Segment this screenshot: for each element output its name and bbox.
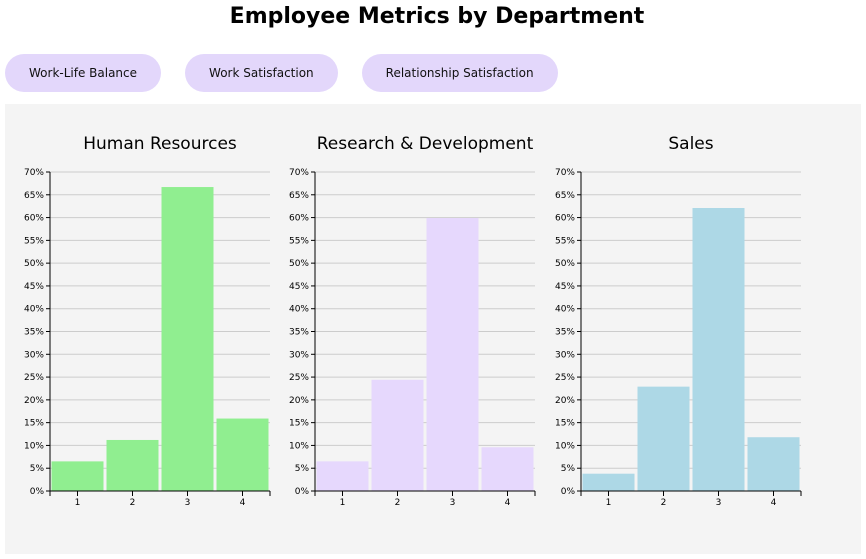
y-tick-label: 55% — [555, 236, 575, 246]
chart-1: Research & Development 0% 5% 10% 15% 20% 25% 30… — [289, 134, 536, 508]
bar[interactable] — [106, 439, 159, 491]
x-tick-label: 2 — [661, 498, 667, 508]
subplot-title: Sales — [668, 134, 713, 154]
y-tick-label: 25% — [289, 373, 309, 383]
x-tick-label: 1 — [340, 498, 346, 508]
subplot-title: Human Resources — [83, 134, 237, 154]
y-tick-label: 60% — [289, 214, 309, 224]
x-tick-label: 3 — [450, 498, 456, 508]
x-tick-label: 1 — [606, 498, 612, 508]
bar[interactable] — [51, 461, 104, 491]
y-tick-label: 65% — [24, 191, 44, 201]
y-tick-label: 25% — [555, 373, 575, 383]
bar[interactable] — [216, 418, 269, 491]
bar[interactable] — [481, 447, 534, 491]
y-tick-label: 70% — [289, 168, 309, 178]
y-tick-label: 55% — [24, 236, 44, 246]
y-tick-label: 20% — [24, 396, 44, 406]
y-tick-label: 70% — [24, 168, 44, 178]
bar[interactable] — [161, 187, 214, 491]
x-tick-label: 3 — [716, 498, 722, 508]
y-tick-label: 50% — [24, 259, 44, 269]
y-tick-label: 5% — [561, 464, 576, 474]
charts-panel: Human Resources 0% 5% 10% 15% 20% 25% 30% 35% 40%… — [5, 104, 861, 554]
y-tick-label: 5% — [295, 464, 310, 474]
y-tick-label: 15% — [555, 419, 575, 429]
y-tick-label: 35% — [24, 328, 44, 338]
department-charts: Human Resources0%5%10%15%20%25%30%35%40%… — [24, 134, 802, 508]
y-tick-label: 10% — [24, 441, 44, 451]
x-tick-label: 2 — [395, 498, 401, 508]
relationship-satisfaction-button[interactable]: Relationship Satisfaction — [361, 54, 558, 92]
y-tick-label: 15% — [24, 419, 44, 429]
y-tick-label: 30% — [289, 350, 309, 360]
y-tick-label: 30% — [24, 350, 44, 360]
y-tick-label: 10% — [555, 441, 575, 451]
y-tick-label: 60% — [24, 214, 44, 224]
y-tick-label: 50% — [289, 259, 309, 269]
y-tick-label: 20% — [555, 396, 575, 406]
y-tick-label: 50% — [555, 259, 575, 269]
chart-0: Human Resources 0% 5% 10% 15% 20% 25% 30% 35% 40%… — [24, 134, 271, 508]
y-tick-label: 35% — [289, 328, 309, 338]
bar[interactable] — [371, 379, 424, 491]
y-tick-label: 60% — [555, 214, 575, 224]
y-tick-label: 0% — [561, 487, 576, 497]
x-tick-label: 2 — [130, 498, 136, 508]
work-life-balance-button[interactable]: Work-Life Balance — [5, 54, 162, 92]
x-tick-label: 4 — [505, 498, 511, 508]
x-tick-label: 1 — [75, 498, 81, 508]
y-tick-label: 30% — [555, 350, 575, 360]
bar[interactable] — [747, 437, 800, 491]
page-title: Employee Metrics by Department — [229, 4, 645, 29]
y-tick-label: 35% — [555, 328, 575, 338]
bar[interactable] — [692, 208, 745, 491]
y-tick-label: 0% — [30, 487, 45, 497]
y-tick-label: 5% — [30, 464, 45, 474]
x-tick-label: 4 — [771, 498, 777, 508]
chart-2: Sales 0% 5% 10% 15% 20% 25% 30% 35% 40% 45% 50% 55% 6… — [555, 134, 802, 508]
bar[interactable] — [637, 386, 690, 491]
work-satisfaction-button[interactable]: Work Satisfaction — [185, 54, 338, 92]
bar[interactable] — [582, 473, 635, 491]
y-tick-label: 25% — [24, 373, 44, 383]
subplot-title: Research & Development — [317, 134, 534, 154]
y-tick-label: 70% — [555, 168, 575, 178]
y-tick-label: 45% — [289, 282, 309, 292]
y-tick-label: 55% — [289, 236, 309, 246]
y-tick-label: 45% — [555, 282, 575, 292]
y-tick-label: 0% — [295, 487, 310, 497]
y-tick-label: 10% — [289, 441, 309, 451]
y-tick-label: 40% — [24, 305, 44, 315]
y-tick-label: 65% — [289, 191, 309, 201]
metric-button-bar: Work-Life Balance Work Satisfaction Rela… — [5, 54, 558, 92]
x-tick-label: 4 — [240, 498, 246, 508]
bar[interactable] — [316, 461, 369, 491]
y-tick-label: 45% — [24, 282, 44, 292]
y-tick-label: 65% — [555, 191, 575, 201]
y-tick-label: 20% — [289, 396, 309, 406]
x-tick-label: 3 — [185, 498, 191, 508]
y-tick-label: 40% — [289, 305, 309, 315]
y-tick-label: 40% — [555, 305, 575, 315]
y-tick-label: 15% — [289, 419, 309, 429]
bar[interactable] — [426, 218, 479, 491]
